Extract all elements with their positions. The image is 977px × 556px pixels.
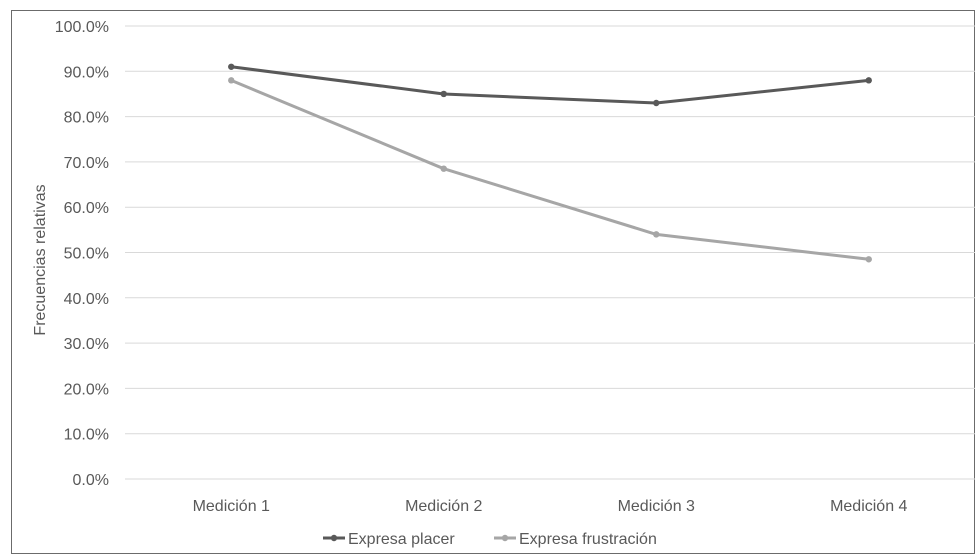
y-axis-ticks: 0.0% 10.0% 20.0% 30.0% 40.0% 50.0% 60.0% 70.0% 8… — [55, 19, 109, 489]
data-point — [865, 256, 872, 263]
x-tick-label: Medición 1 — [193, 498, 270, 515]
legend: Expresa placer Expresa frustración — [323, 531, 657, 548]
legend-item: Expresa frustración — [494, 531, 657, 548]
x-tick-label: Medición 2 — [405, 498, 482, 515]
data-point — [653, 231, 660, 238]
grid-lines — [125, 25, 975, 435]
y-tick-label: 0.0% — [73, 472, 109, 489]
y-tick-label: 100.0% — [55, 19, 109, 36]
data-point — [440, 90, 447, 98]
x-tick-label: Medición 3 — [618, 498, 695, 515]
y-tick-label: 40.0% — [64, 291, 109, 308]
series-line — [231, 65, 869, 105]
legend-label: Expresa placer — [348, 531, 455, 548]
series-line — [230, 78, 869, 261]
chart-frame — [11, 10, 975, 554]
series-2 — [228, 77, 872, 263]
legend-swatch-marker — [330, 534, 338, 542]
y-tick-label: 80.0% — [64, 110, 109, 127]
x-axis-ticks: Medición 1 Medición 2 Medición 3 Medición 4 — [193, 498, 908, 515]
series-1 — [228, 63, 872, 107]
y-tick-label: 70.0% — [64, 155, 109, 172]
legend-label: Expresa frustración — [519, 531, 657, 548]
y-tick-label: 30.0% — [64, 336, 109, 353]
series-layer — [228, 63, 872, 263]
y-tick-label: 20.0% — [64, 381, 109, 398]
data-point — [228, 63, 235, 70]
y-tick-label: 10.0% — [64, 427, 109, 444]
y-tick-label: 90.0% — [64, 64, 109, 81]
y-tick-label: 50.0% — [64, 246, 109, 263]
y-axis-title: Frecuencias relativas — [32, 184, 49, 335]
data-point — [440, 165, 447, 172]
data-point — [865, 77, 872, 84]
y-tick-label: 60.0% — [64, 200, 109, 217]
data-point — [653, 99, 660, 107]
data-point — [228, 77, 235, 84]
x-tick-label: Medición 4 — [830, 498, 907, 515]
legend-item: Expresa placer — [323, 531, 455, 548]
legend-swatch-marker — [501, 534, 509, 542]
